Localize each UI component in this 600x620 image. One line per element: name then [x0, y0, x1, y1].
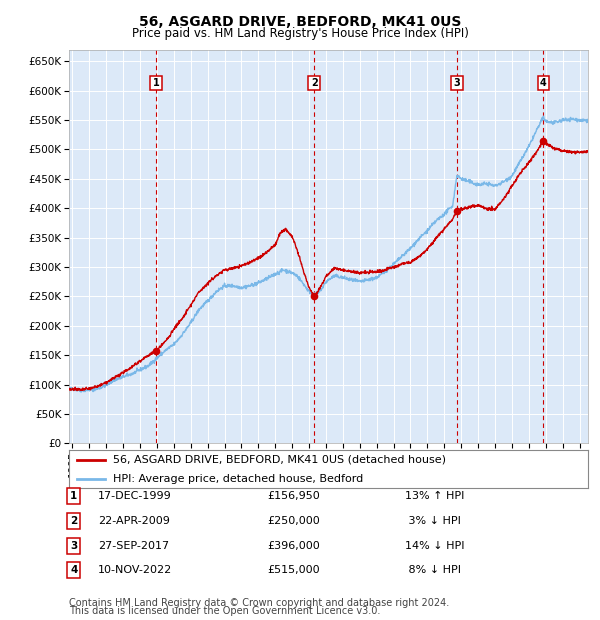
Text: HPI: Average price, detached house, Bedford: HPI: Average price, detached house, Bedf…: [113, 474, 364, 484]
Text: 1: 1: [153, 78, 160, 88]
Text: 10-NOV-2022: 10-NOV-2022: [98, 565, 172, 575]
Text: Price paid vs. HM Land Registry's House Price Index (HPI): Price paid vs. HM Land Registry's House …: [131, 27, 469, 40]
Text: 4: 4: [540, 78, 547, 88]
Text: This data is licensed under the Open Government Licence v3.0.: This data is licensed under the Open Gov…: [69, 606, 380, 616]
Text: £250,000: £250,000: [267, 516, 320, 526]
Text: £396,000: £396,000: [267, 541, 320, 551]
Text: 27-SEP-2017: 27-SEP-2017: [98, 541, 169, 551]
Text: 56, ASGARD DRIVE, BEDFORD, MK41 0US: 56, ASGARD DRIVE, BEDFORD, MK41 0US: [139, 16, 461, 30]
Text: 2: 2: [311, 78, 317, 88]
Text: 22-APR-2009: 22-APR-2009: [98, 516, 170, 526]
Text: 17-DEC-1999: 17-DEC-1999: [98, 491, 172, 501]
Text: 56, ASGARD DRIVE, BEDFORD, MK41 0US (detached house): 56, ASGARD DRIVE, BEDFORD, MK41 0US (det…: [113, 455, 446, 465]
Text: 1: 1: [70, 491, 77, 501]
Text: Contains HM Land Registry data © Crown copyright and database right 2024.: Contains HM Land Registry data © Crown c…: [69, 598, 449, 608]
Text: 4: 4: [70, 565, 77, 575]
Text: 13% ↑ HPI: 13% ↑ HPI: [405, 491, 464, 501]
Text: £515,000: £515,000: [267, 565, 320, 575]
Text: 14% ↓ HPI: 14% ↓ HPI: [405, 541, 464, 551]
Text: 2: 2: [70, 516, 77, 526]
Text: 3: 3: [70, 541, 77, 551]
Text: 3: 3: [454, 78, 460, 88]
Text: £156,950: £156,950: [267, 491, 320, 501]
Text: 3% ↓ HPI: 3% ↓ HPI: [405, 516, 461, 526]
Text: 8% ↓ HPI: 8% ↓ HPI: [405, 565, 461, 575]
